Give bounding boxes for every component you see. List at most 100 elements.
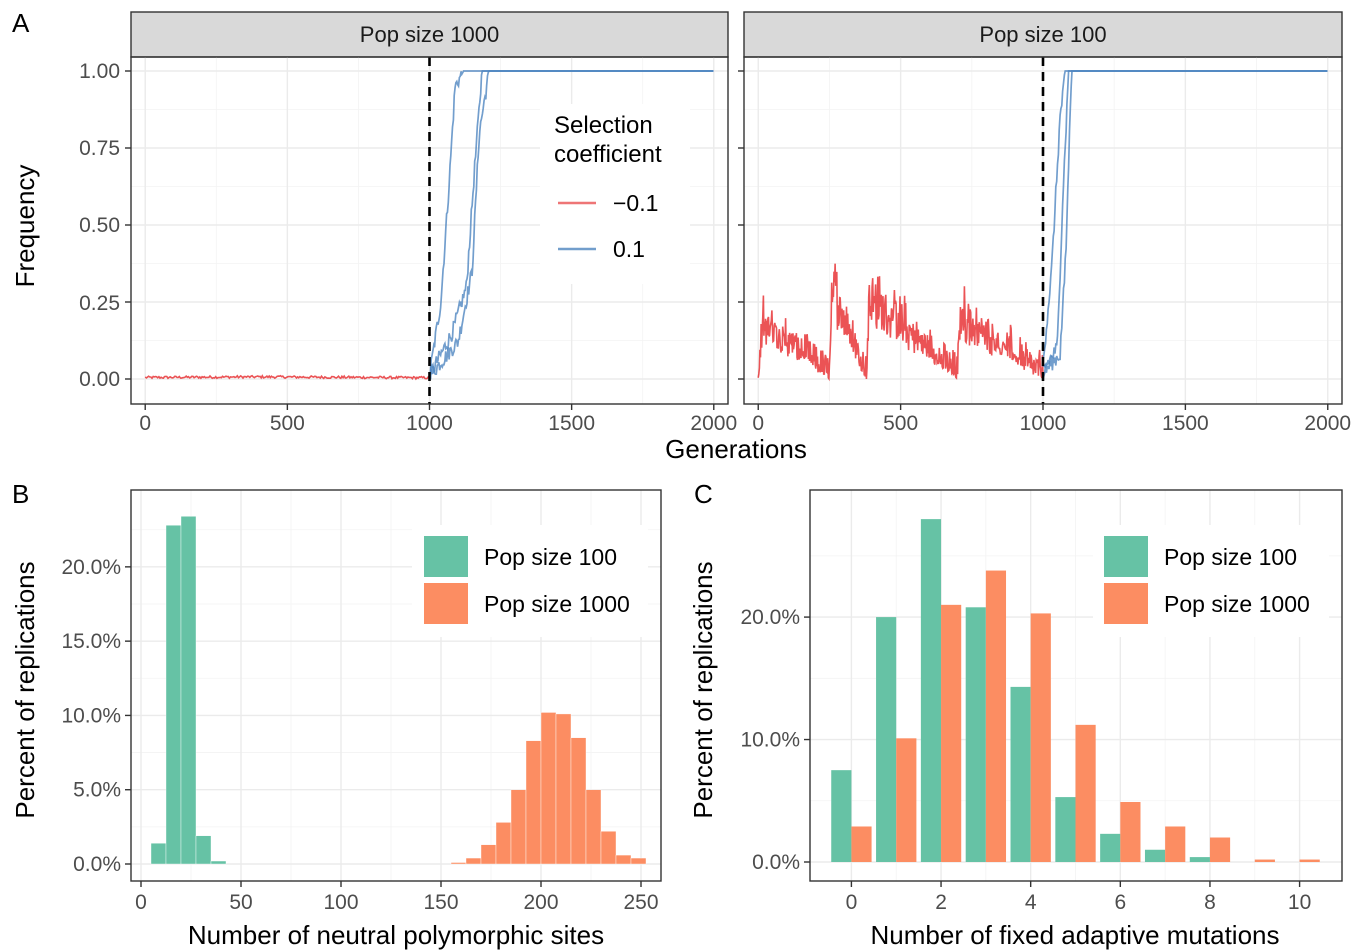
x-tick-label: 0 — [752, 412, 764, 435]
a-ytick-label: 1.00 — [79, 60, 120, 83]
x-tick-label: 10 — [1288, 891, 1311, 914]
x-tick-label: 500 — [270, 412, 305, 435]
a-ytick-label: 0.50 — [79, 214, 120, 237]
series-line-pos — [429, 70, 714, 380]
panel-frame — [809, 489, 1343, 882]
bar-pop100 — [876, 617, 897, 862]
y-tick-label: 15.0% — [61, 630, 121, 653]
bar-pop100 — [165, 525, 182, 865]
panel-b: B 0 50 100 150 200 250 0.0% 5.0% 10.0% 15.0% 20.0%… — [10, 479, 662, 950]
bar-pop1000 — [465, 857, 482, 865]
b-legend-key-pop100 — [424, 536, 468, 577]
bar-pop1000 — [1299, 859, 1320, 862]
bar-pop1000 — [985, 570, 1007, 862]
c-legend: Pop size 100 Pop size 1000 — [1093, 525, 1329, 637]
facet-pop-100: Pop size 100 0 500 1000 1500 2000 — [738, 11, 1351, 435]
c-legend-key-pop1000 — [1104, 583, 1148, 624]
a-legend-title-line1: Selection — [554, 112, 653, 139]
bar-pop100 — [150, 843, 167, 865]
x-tick-label: 2000 — [690, 412, 737, 435]
bar-pop1000 — [570, 737, 587, 865]
bar-pop1000 — [555, 713, 572, 865]
bar-pop1000 — [1075, 724, 1096, 862]
bar-pop1000 — [585, 789, 602, 865]
a-ytick-label: 0.75 — [79, 137, 120, 160]
series-line-neg — [144, 374, 430, 381]
a-ytick-label: 0.00 — [79, 368, 120, 391]
series-line-neg — [757, 263, 1044, 382]
bar-pop100 — [180, 516, 197, 865]
a-legend-label-neg: −0.1 — [613, 190, 658, 216]
b-legend: Pop size 100 Pop size 1000 — [412, 525, 648, 637]
x-tick-label: 0 — [135, 891, 147, 914]
bar-pop1000 — [600, 831, 617, 865]
y-tick-label: 0.0% — [752, 851, 800, 874]
bar-pop1000 — [615, 854, 632, 865]
facet-pop-1000: Pop size 1000 0 500 1000 1500 2000 — [125, 11, 737, 435]
y-tick-label: 20.0% — [740, 606, 800, 629]
panel-letter-c: C — [694, 479, 713, 509]
bar-pop1000 — [525, 740, 542, 865]
bar-pop1000 — [630, 857, 647, 865]
bar-pop100 — [1055, 797, 1076, 862]
series-line-pos — [1042, 70, 1328, 379]
bar-pop100 — [1189, 857, 1210, 862]
a-legend-background — [540, 104, 690, 284]
x-tick-label: 1000 — [406, 412, 453, 435]
panel-letter-b: B — [12, 479, 29, 509]
panel-letter-a: A — [12, 8, 30, 38]
facet-strip-label: Pop size 1000 — [360, 22, 499, 47]
x-tick-label: 8 — [1204, 891, 1216, 914]
a-legend-label-pos: 0.1 — [613, 236, 645, 262]
y-tick-label: 0.0% — [73, 853, 121, 876]
x-tick-label: 4 — [1025, 891, 1037, 914]
x-tick-label: 1500 — [1162, 412, 1209, 435]
c-plot: 0 2 4 6 8 10 0.0% 10.0% 20.0% — [740, 489, 1343, 914]
facet-strip-label: Pop size 100 — [979, 22, 1106, 47]
bar-pop1000 — [1209, 837, 1231, 862]
x-tick-label: 100 — [323, 891, 358, 914]
bar-pop1000 — [495, 822, 512, 865]
bar-pop100 — [965, 607, 986, 862]
bar-pop1000 — [480, 844, 497, 865]
bar-pop1000 — [896, 738, 917, 862]
x-tick-label: 1000 — [1020, 412, 1067, 435]
x-tick-label: 500 — [883, 412, 918, 435]
x-tick-label: 250 — [623, 891, 658, 914]
panel-c: C 0 2 4 6 8 10 0.0% 10.0% 20.0% Percent of repli… — [688, 479, 1343, 950]
y-tick-label: 10.0% — [740, 729, 800, 752]
a-legend: Selection coefficient −0.1 0.1 — [540, 104, 690, 284]
a-ytick-label: 0.25 — [79, 292, 120, 315]
y-tick-label: 5.0% — [73, 779, 121, 802]
bar-pop1000 — [1165, 826, 1186, 862]
b-legend-label-pop1000: Pop size 1000 — [484, 591, 630, 617]
c-legend-label-pop1000: Pop size 1000 — [1164, 591, 1310, 617]
b-plot: 0 50 100 150 200 250 0.0% 5.0% 10.0% 15.0% 20.0% — [61, 489, 662, 914]
bar-pop100 — [920, 519, 942, 862]
b-y-axis-title: Percent of replications — [10, 561, 40, 818]
bar-pop1000 — [450, 862, 467, 865]
a-legend-title-line2: coefficient — [554, 141, 662, 168]
bar-pop1000 — [851, 826, 872, 862]
bar-pop1000 — [941, 604, 962, 862]
facet-strip — [743, 11, 1343, 58]
x-tick-label: 2000 — [1304, 412, 1351, 435]
bar-pop1000 — [540, 712, 557, 865]
x-tick-label: 150 — [423, 891, 458, 914]
b-x-axis-title: Number of neutral polymorphic sites — [188, 920, 604, 950]
bar-pop1000 — [1030, 613, 1051, 862]
bar-pop100 — [831, 770, 852, 862]
bar-pop100 — [1100, 833, 1121, 862]
c-legend-label-pop100: Pop size 100 — [1164, 544, 1297, 570]
b-legend-key-pop1000 — [424, 583, 468, 624]
x-tick-label: 50 — [229, 891, 252, 914]
b-legend-label-pop100: Pop size 100 — [484, 544, 617, 570]
x-tick-label: 0 — [139, 412, 151, 435]
bar-pop100 — [1010, 686, 1031, 862]
a-y-axis-title: Frequency — [10, 165, 40, 288]
c-x-axis-title: Number of fixed adaptive mutations — [871, 920, 1280, 950]
bar-pop1000 — [1120, 801, 1141, 862]
panel-frame — [130, 489, 662, 882]
